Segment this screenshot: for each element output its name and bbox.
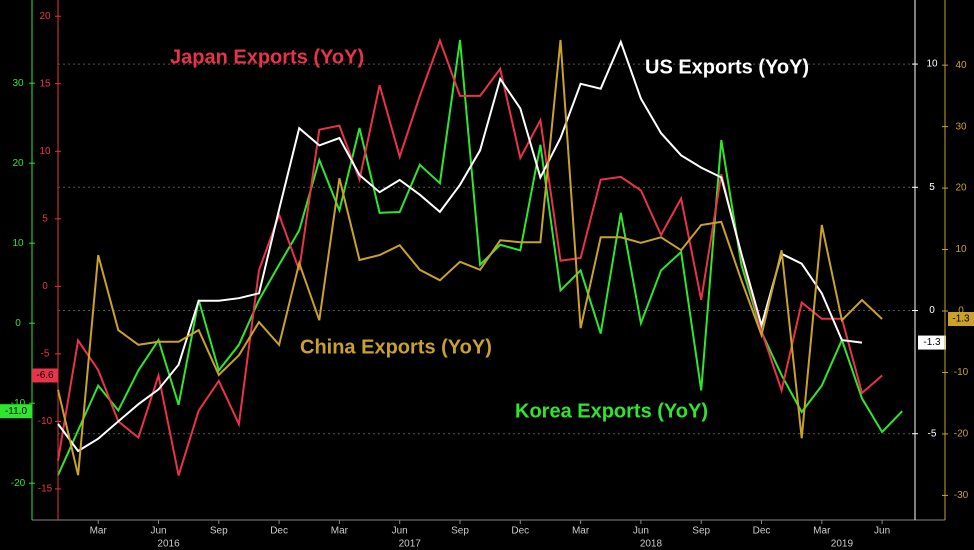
series-line <box>57 39 883 476</box>
last-value-label: -1.3 <box>923 337 941 348</box>
year-label: 2019 <box>831 539 854 550</box>
y-tick-label: 30 <box>12 78 24 89</box>
y-tick-label: -5 <box>928 428 937 439</box>
x-tick-label: Sep <box>451 526 469 537</box>
y-tick-label: 0 <box>15 318 21 329</box>
last-value-tag <box>32 368 58 383</box>
y-tick-label: 20 <box>39 11 51 22</box>
y-tick-label: 20 <box>12 158 24 169</box>
year-label: 2018 <box>640 539 663 550</box>
x-tick-label: Mar <box>331 526 349 537</box>
last-value-label: -11.0 <box>5 406 27 417</box>
x-tick-label: Mar <box>572 526 590 537</box>
y-tick-label: 5 <box>929 182 935 193</box>
series-label: Korea Exports (YoY) <box>515 400 708 422</box>
series-label: US Exports (YoY) <box>645 56 809 78</box>
last-value-tag <box>0 404 32 419</box>
y-tick-label: 40 <box>955 60 967 71</box>
series-line <box>57 37 883 476</box>
y-tick-label: 0 <box>42 281 48 292</box>
x-tick-label: Jun <box>874 526 890 537</box>
y-tick-label: 0 <box>958 306 964 317</box>
x-tick-label: Dec <box>511 526 529 537</box>
last-value-label: -1.3 <box>952 314 970 325</box>
y-tick-label: 10 <box>39 146 51 157</box>
x-tick-label: Dec <box>270 526 288 537</box>
x-tick-label: Sep <box>692 526 710 537</box>
series-line <box>57 39 863 453</box>
last-value-label: -6.6 <box>36 370 54 381</box>
y-tick-label: -20 <box>11 478 26 489</box>
y-tick-label: -10 <box>38 416 53 427</box>
year-label: 2016 <box>157 539 180 550</box>
x-tick-label: Mar <box>813 526 831 537</box>
y-tick-label: 10 <box>12 238 24 249</box>
y-tick-label: 15 <box>39 78 51 89</box>
series-label: Japan Exports (YoY) <box>170 46 364 68</box>
y-tick-label: -15 <box>38 484 53 495</box>
series-label: China Exports (YoY) <box>300 336 492 358</box>
y-tick-label: 20 <box>955 183 967 194</box>
y-tick-label: 30 <box>955 121 967 132</box>
series-line <box>57 39 903 476</box>
y-tick-label: -30 <box>954 490 969 501</box>
x-tick-label: Jun <box>392 526 408 537</box>
y-tick-label: 10 <box>955 244 967 255</box>
x-tick-label: Dec <box>753 526 771 537</box>
last-value-tag <box>918 335 946 350</box>
x-tick-label: Jun <box>633 526 649 537</box>
y-tick-label: 0 <box>929 305 935 316</box>
y-tick-label: -10 <box>954 367 969 378</box>
year-label: 2017 <box>399 539 422 550</box>
y-tick-label: -5 <box>41 349 50 360</box>
x-tick-label: Mar <box>90 526 108 537</box>
y-tick-label: 10 <box>926 59 938 70</box>
x-tick-label: Jun <box>150 526 166 537</box>
y-tick-label: -10 <box>11 398 26 409</box>
y-tick-label: -20 <box>954 429 969 440</box>
y-tick-label: 5 <box>42 213 48 224</box>
x-tick-label: Sep <box>210 526 228 537</box>
last-value-tag <box>948 312 974 327</box>
